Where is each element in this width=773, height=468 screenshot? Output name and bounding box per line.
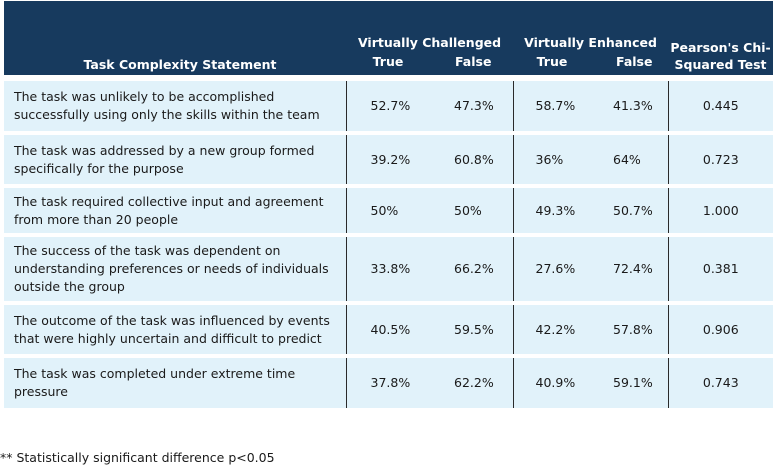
row-statement: The task was unlikely to be accomplished…	[4, 75, 346, 133]
cell-ve-false: 50.7%	[591, 184, 669, 235]
cell-ve-true: 49.3%	[512, 184, 592, 235]
row-statement: The task required collective input and a…	[4, 184, 346, 235]
table-row: The task was unlikely to be accomplished…	[4, 75, 773, 133]
cell-chi: 1.000	[667, 184, 773, 235]
cell-vc-false: 47.3%	[430, 75, 514, 133]
row-statement: The outcome of the task was influenced b…	[4, 301, 346, 356]
table-header: Task Complexity Statement Virtually Chal…	[4, 1, 773, 78]
cell-vc-true: 50%	[345, 184, 430, 235]
cell-chi: 0.906	[667, 301, 773, 356]
task-complexity-table: Task Complexity Statement Virtually Chal…	[4, 1, 773, 408]
header-ve-true: True	[513, 53, 592, 78]
cell-chi: 0.445	[667, 75, 773, 133]
table-row: The task required collective input and a…	[4, 184, 773, 235]
header-chi-squared: Pearson's Chi-Squared Test	[668, 1, 773, 78]
cell-vc-true: 33.8%	[345, 233, 430, 303]
cell-vc-false: 60.8%	[430, 131, 514, 186]
cell-chi: 0.381	[667, 233, 773, 303]
table-row: The success of the task was dependent on…	[4, 233, 773, 303]
cell-chi: 0.743	[667, 354, 773, 408]
header-virtually-challenged: Virtually Challenged	[346, 1, 514, 53]
table-row: The task was addressed by a new group fo…	[4, 131, 773, 186]
cell-vc-true: 39.2%	[345, 131, 430, 186]
cell-vc-true: 40.5%	[345, 301, 430, 356]
header-vc-true: True	[346, 53, 430, 78]
cell-ve-false: 57.8%	[591, 301, 669, 356]
cell-ve-false: 59.1%	[591, 354, 669, 408]
row-statement: The success of the task was dependent on…	[4, 233, 346, 303]
row-statement: The task was addressed by a new group fo…	[4, 131, 346, 186]
footnote: ** Statistically significant difference …	[0, 450, 275, 465]
cell-vc-false: 66.2%	[430, 233, 514, 303]
cell-ve-true: 42.2%	[512, 301, 592, 356]
header-statement: Task Complexity Statement	[4, 1, 346, 78]
cell-ve-true: 27.6%	[512, 233, 592, 303]
row-statement: The task was completed under extreme tim…	[4, 354, 346, 408]
header-ve-false: False	[591, 53, 669, 78]
cell-ve-true: 36%	[512, 131, 592, 186]
cell-vc-false: 62.2%	[430, 354, 514, 408]
cell-ve-false: 72.4%	[591, 233, 669, 303]
cell-vc-false: 50%	[430, 184, 514, 235]
cell-ve-true: 58.7%	[512, 75, 592, 133]
cell-ve-false: 41.3%	[591, 75, 669, 133]
cell-ve-true: 40.9%	[512, 354, 592, 408]
cell-vc-true: 37.8%	[345, 354, 430, 408]
header-virtually-enhanced: Virtually Enhanced	[513, 1, 669, 53]
cell-chi: 0.723	[667, 131, 773, 186]
header-vc-false: False	[430, 53, 514, 78]
table-row: The outcome of the task was influenced b…	[4, 301, 773, 356]
table-row: The task was completed under extreme tim…	[4, 354, 773, 408]
cell-vc-true: 52.7%	[345, 75, 430, 133]
cell-vc-false: 59.5%	[430, 301, 514, 356]
cell-ve-false: 64%	[591, 131, 669, 186]
